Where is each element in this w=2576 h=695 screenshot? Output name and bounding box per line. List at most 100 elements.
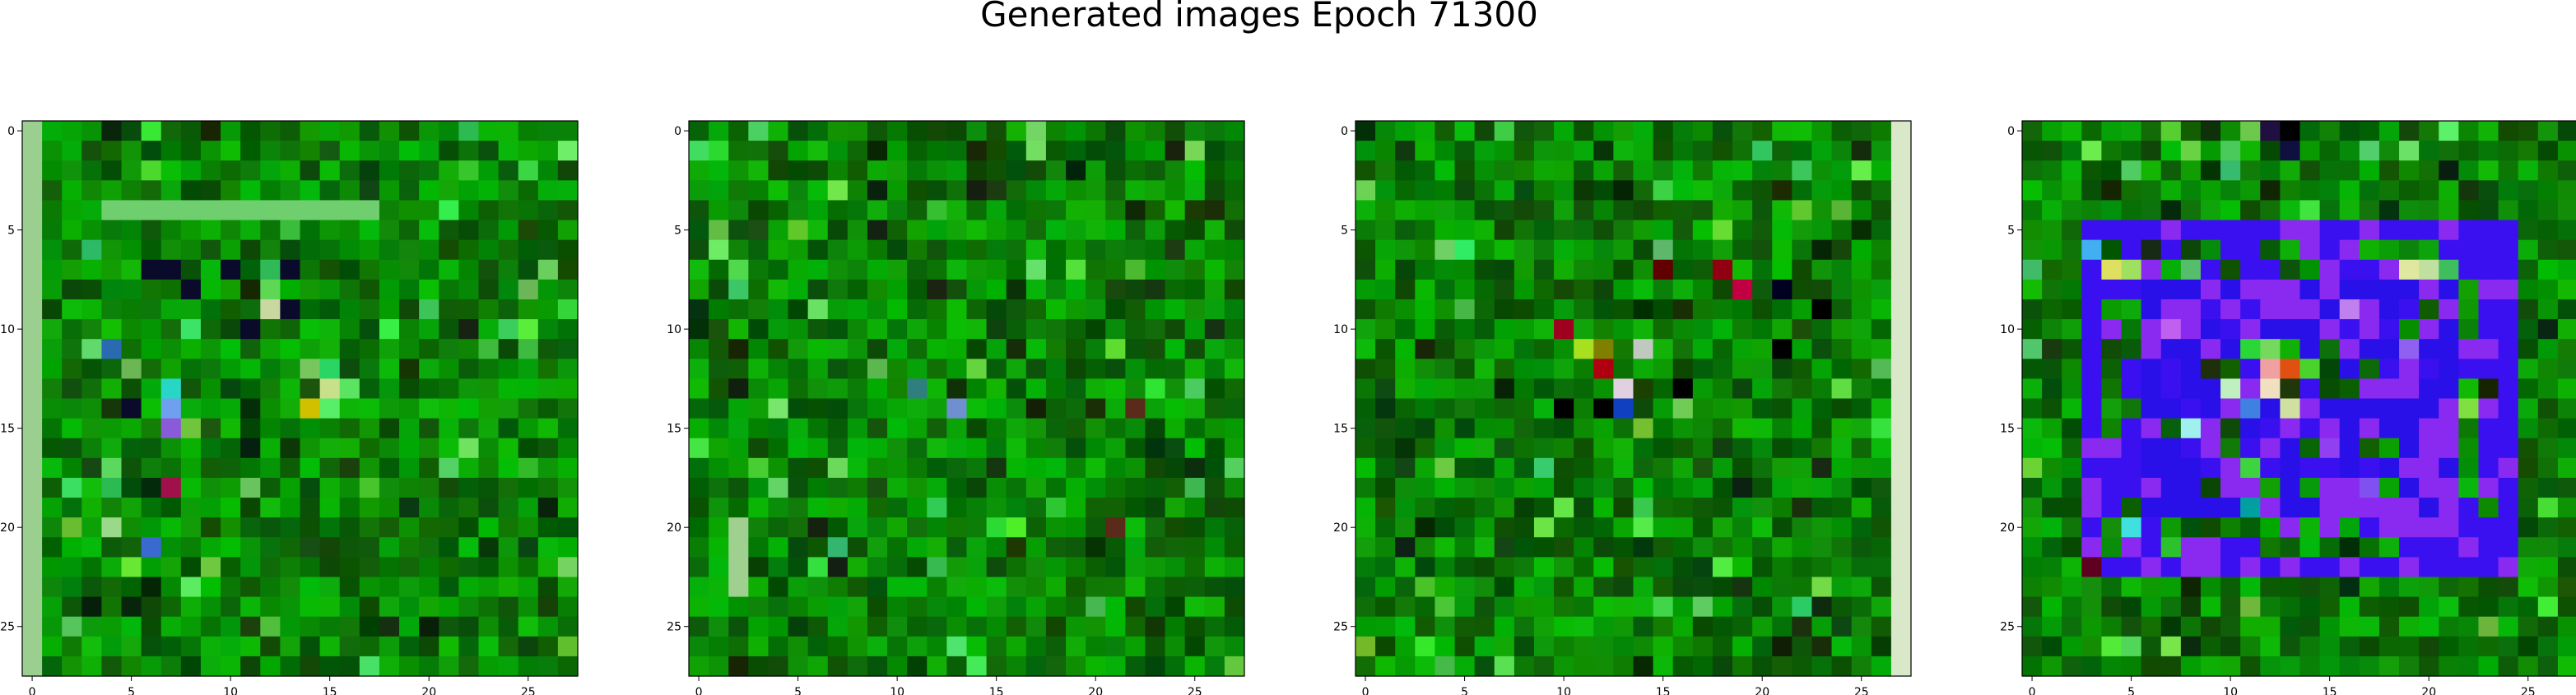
- pixel-cell: [419, 359, 439, 379]
- pixel-cell: [379, 121, 400, 141]
- pixel-cell: [907, 220, 928, 241]
- pixel-cell: [1045, 557, 1067, 578]
- pixel-cell: [847, 339, 868, 359]
- pixel-cell: [2180, 378, 2202, 400]
- pixel-cell: [1514, 636, 1535, 657]
- pixel-cell: [379, 359, 400, 379]
- pixel-cell: [907, 398, 928, 419]
- pixel-cell: [986, 498, 1007, 518]
- pixel-cell: [359, 279, 380, 300]
- pixel-cell: [359, 477, 380, 498]
- pixel-cell: [1692, 418, 1713, 439]
- pixel-cell: [1593, 438, 1614, 459]
- pixel-cell: [927, 259, 947, 280]
- pixel-cell: [2537, 121, 2559, 141]
- pixel-cell: [101, 398, 123, 419]
- pixel-cell: [689, 557, 709, 578]
- pixel-cell: [2101, 577, 2123, 598]
- pixel-cell: [81, 457, 103, 479]
- pixel-cell: [1434, 220, 1456, 241]
- pixel-cell: [2081, 359, 2103, 379]
- pixel-cell: [887, 239, 908, 261]
- pixel-cell: [1574, 359, 1594, 379]
- pixel-cell: [458, 418, 480, 439]
- pixel-cell: [2419, 498, 2439, 518]
- pixel-cell: [518, 239, 539, 261]
- pixel-cell: [2121, 259, 2142, 280]
- pixel-cell: [689, 299, 709, 320]
- x-tick-label: 20: [421, 686, 436, 695]
- pixel-cell: [1851, 160, 1872, 181]
- pixel-cell: [788, 220, 809, 241]
- pixel-cell: [1574, 378, 1594, 400]
- pixel-cell: [807, 498, 829, 518]
- pixel-cell: [478, 656, 500, 677]
- pixel-cell: [2280, 498, 2301, 518]
- pixel-cell: [1395, 299, 1416, 320]
- pixel-cell: [2439, 517, 2459, 538]
- pixel-cell: [1692, 398, 1713, 419]
- pixel-cell: [280, 457, 301, 479]
- pixel-cell: [1633, 596, 1654, 618]
- pixel-cell: [927, 477, 947, 498]
- pixel-cell: [1692, 457, 1713, 479]
- pixel-cell: [1434, 141, 1456, 161]
- pixel-cell: [1395, 220, 1416, 241]
- pixel-cell: [1533, 378, 1555, 400]
- pixel-cell: [2399, 359, 2420, 379]
- pixel-cell: [788, 160, 809, 181]
- pixel-cell: [1514, 279, 1535, 300]
- pixel-cell: [1454, 339, 1476, 359]
- pixel-cell: [2498, 438, 2519, 459]
- y-tick-label: 10: [1333, 323, 1348, 336]
- pixel-cell: [1752, 299, 1773, 320]
- pixel-cell: [907, 160, 928, 181]
- pixel-cell: [1554, 537, 1574, 558]
- pixel-cell: [2419, 121, 2439, 141]
- pixel-cell: [101, 498, 123, 518]
- pixel-cell: [1792, 319, 1813, 340]
- pixel-cell: [2042, 438, 2062, 459]
- pixel-cell: [557, 438, 579, 459]
- pixel-cell: [709, 616, 729, 637]
- figure-title: Generated images Epoch 71300: [980, 0, 1538, 35]
- pixel-cell: [62, 498, 82, 518]
- pixel-cell: [2419, 299, 2439, 320]
- pixel-cell: [1494, 517, 1515, 538]
- pixel-cell: [2180, 616, 2202, 637]
- pixel-cell: [101, 239, 123, 261]
- pixel-cell: [907, 457, 928, 479]
- pixel-cell: [2339, 457, 2360, 479]
- pixel-cell: [1395, 180, 1416, 202]
- pixel-cell: [537, 259, 559, 280]
- pixel-cell: [1514, 398, 1535, 419]
- pixel-cell: [2141, 121, 2162, 141]
- pixel-cell: [1593, 498, 1614, 518]
- pixel-cell: [1672, 596, 1694, 618]
- pixel-cell: [2339, 596, 2360, 618]
- pixel-cell: [1224, 577, 1245, 598]
- pixel-cell: [478, 121, 500, 141]
- pixel-cell: [62, 299, 82, 320]
- pixel-cell: [1692, 200, 1713, 221]
- pixel-cell: [1633, 339, 1654, 359]
- pixel-cell: [2399, 319, 2420, 340]
- pixel-cell: [42, 141, 63, 161]
- pixel-cell: [2439, 220, 2459, 241]
- pixel-cell: [927, 121, 947, 141]
- pixel-cell: [62, 398, 82, 419]
- pixel-cell: [81, 418, 103, 439]
- pixel-cell: [2378, 498, 2400, 518]
- pixel-cell: [2042, 339, 2062, 359]
- pixel-cell: [1006, 616, 1027, 637]
- pixel-cell: [2220, 180, 2241, 202]
- pixel-cell: [359, 378, 380, 400]
- pixel-cell: [1105, 616, 1126, 637]
- pixel-cell: [81, 141, 103, 161]
- pixel-cell: [2399, 299, 2420, 320]
- pixel-cell: [557, 596, 579, 618]
- pixel-cell: [2419, 220, 2439, 241]
- pixel-cell: [2439, 457, 2459, 479]
- pixel-cell: [260, 636, 281, 657]
- pixel-cell: [1165, 636, 1186, 657]
